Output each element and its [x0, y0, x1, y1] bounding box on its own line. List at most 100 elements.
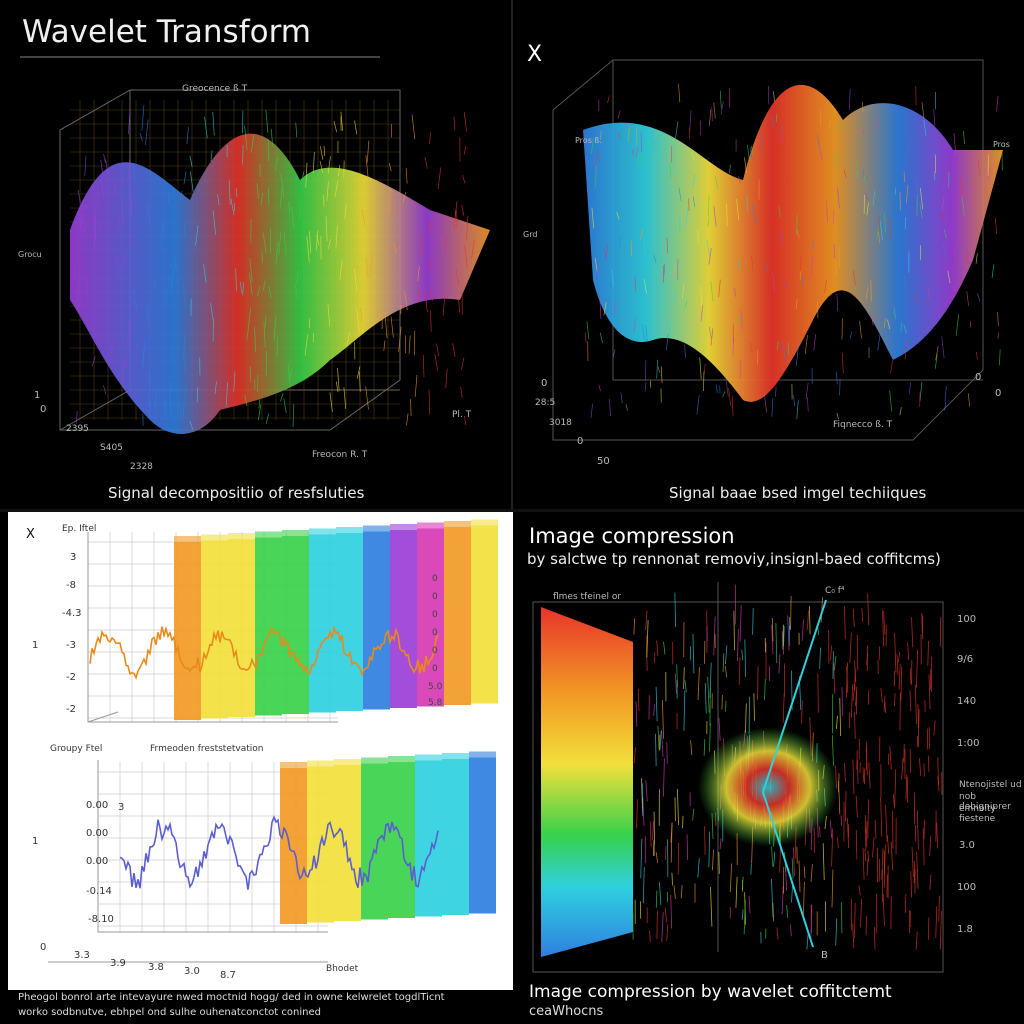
panel4-strand	[793, 847, 795, 877]
panel3-top-bar-top	[390, 524, 417, 530]
panel1-ytick-0: 1	[34, 390, 41, 401]
panel2-strand	[997, 311, 999, 327]
panel4-strand	[673, 885, 676, 899]
panel1-strand	[122, 361, 125, 384]
panel4-peak-label: C₀ f⁴	[825, 586, 845, 596]
panel2-strand	[726, 204, 728, 226]
panel4-strand	[829, 820, 833, 839]
panel4-strand	[649, 930, 651, 943]
panel1-strand	[360, 307, 363, 322]
panel1-strand	[292, 404, 295, 427]
panel4-rtick-0: 100	[957, 614, 977, 625]
panel2-axis-bottom: Fiqnecco ß. T	[833, 420, 893, 430]
panel2-strand	[708, 326, 712, 339]
panel4-strand	[862, 767, 865, 783]
panel4-strand	[674, 673, 677, 694]
panel4-strand	[909, 690, 912, 712]
panel2-strand	[914, 262, 916, 274]
panel4-strand	[838, 780, 841, 815]
panel4-caption-line2: ceaWhocns	[529, 1004, 604, 1019]
panel2-strand	[787, 176, 789, 183]
panel2-strand	[947, 270, 951, 284]
panel1-3d-surface	[20, 56, 490, 434]
panel3-top-bar-top	[201, 534, 228, 541]
panel1-strand	[429, 132, 431, 145]
panel1-strand	[291, 207, 295, 230]
panel4-strand	[670, 822, 673, 863]
panel2-strand	[669, 162, 672, 179]
panel1-strand	[230, 198, 235, 216]
panel2-strand	[751, 146, 754, 154]
panel1-strand	[93, 234, 96, 254]
panel2-strand	[865, 192, 868, 200]
panel2-strand	[778, 206, 781, 217]
panel4-strand	[831, 869, 834, 908]
panel3-bar-label-2: 0	[432, 610, 438, 620]
panel4-strand	[633, 618, 636, 635]
panel1-strand	[315, 230, 319, 251]
panel1-strand	[452, 343, 456, 357]
panel1-strand	[182, 334, 186, 361]
panel1-axis-top: Greocence ß T	[182, 84, 248, 94]
panel4-strand	[873, 926, 876, 950]
panel1-caption: Signal decompositiio of resfsluties	[108, 484, 365, 502]
panel1-strand	[235, 268, 237, 292]
panel1-strand	[164, 398, 167, 414]
panel1-strand	[393, 241, 397, 254]
panel1-strand	[233, 203, 236, 212]
panel4-strand	[745, 703, 747, 733]
panel1-strand	[98, 223, 101, 237]
panel2-strand	[836, 413, 839, 420]
panel1-strand	[258, 404, 262, 421]
panel1-strand	[316, 234, 320, 246]
panel1-strand	[343, 387, 347, 409]
panel4-strand	[753, 693, 755, 721]
panel1-strand	[388, 162, 392, 172]
panel4-strand	[655, 852, 659, 863]
panel4-strand	[834, 656, 837, 671]
panel4-strand	[864, 848, 867, 862]
panel4-strand	[913, 869, 916, 884]
panel4-strand	[917, 703, 919, 728]
panel4-strand	[785, 865, 787, 891]
panel2-strand	[842, 352, 844, 374]
panel1-strand	[461, 204, 465, 216]
panel4-strand	[657, 725, 660, 751]
panel2-strand	[887, 319, 891, 330]
panel2-strand	[824, 280, 827, 293]
panel4-strand	[724, 665, 728, 678]
panel2-strand	[944, 386, 947, 402]
panel4-strand	[634, 747, 636, 764]
panel3-bar-label-7: 5.8	[428, 698, 443, 708]
panel4-strand	[880, 797, 883, 837]
panel2-strand	[967, 393, 971, 407]
panel1-strand	[189, 421, 194, 430]
panel2-strand	[740, 310, 743, 330]
panel2-strand	[607, 95, 610, 103]
panel4-strand	[659, 881, 662, 906]
panel1-strand	[304, 334, 308, 356]
panel4-strand	[806, 610, 809, 630]
panel1-strand	[323, 145, 325, 156]
panel2-strand	[660, 366, 663, 383]
panel2-3d-surface	[552, 59, 1003, 441]
panel1-strand	[101, 179, 104, 197]
panel4-side-note-1: Ntenojistel ud	[959, 780, 1022, 790]
panel4-strand	[764, 679, 766, 700]
panel3-bar-label-4: 0	[432, 646, 438, 656]
panel4-strand	[729, 863, 733, 892]
panel1-strand	[162, 221, 165, 236]
panel2-strand	[878, 216, 881, 234]
panel2-strand	[637, 151, 640, 165]
panel1-strand	[404, 291, 408, 311]
panel4-strand	[927, 640, 929, 666]
panel3-bottom-bar	[415, 760, 442, 917]
panel1-strand	[424, 290, 428, 313]
panel4-strand	[655, 733, 657, 767]
panel1-strand	[128, 321, 130, 348]
panel1-strand	[265, 413, 269, 424]
panel2-strand	[801, 275, 803, 286]
panel1-strand	[280, 173, 284, 198]
panel4-rtick-5: 100	[957, 882, 977, 893]
panel2-strand	[620, 392, 623, 404]
